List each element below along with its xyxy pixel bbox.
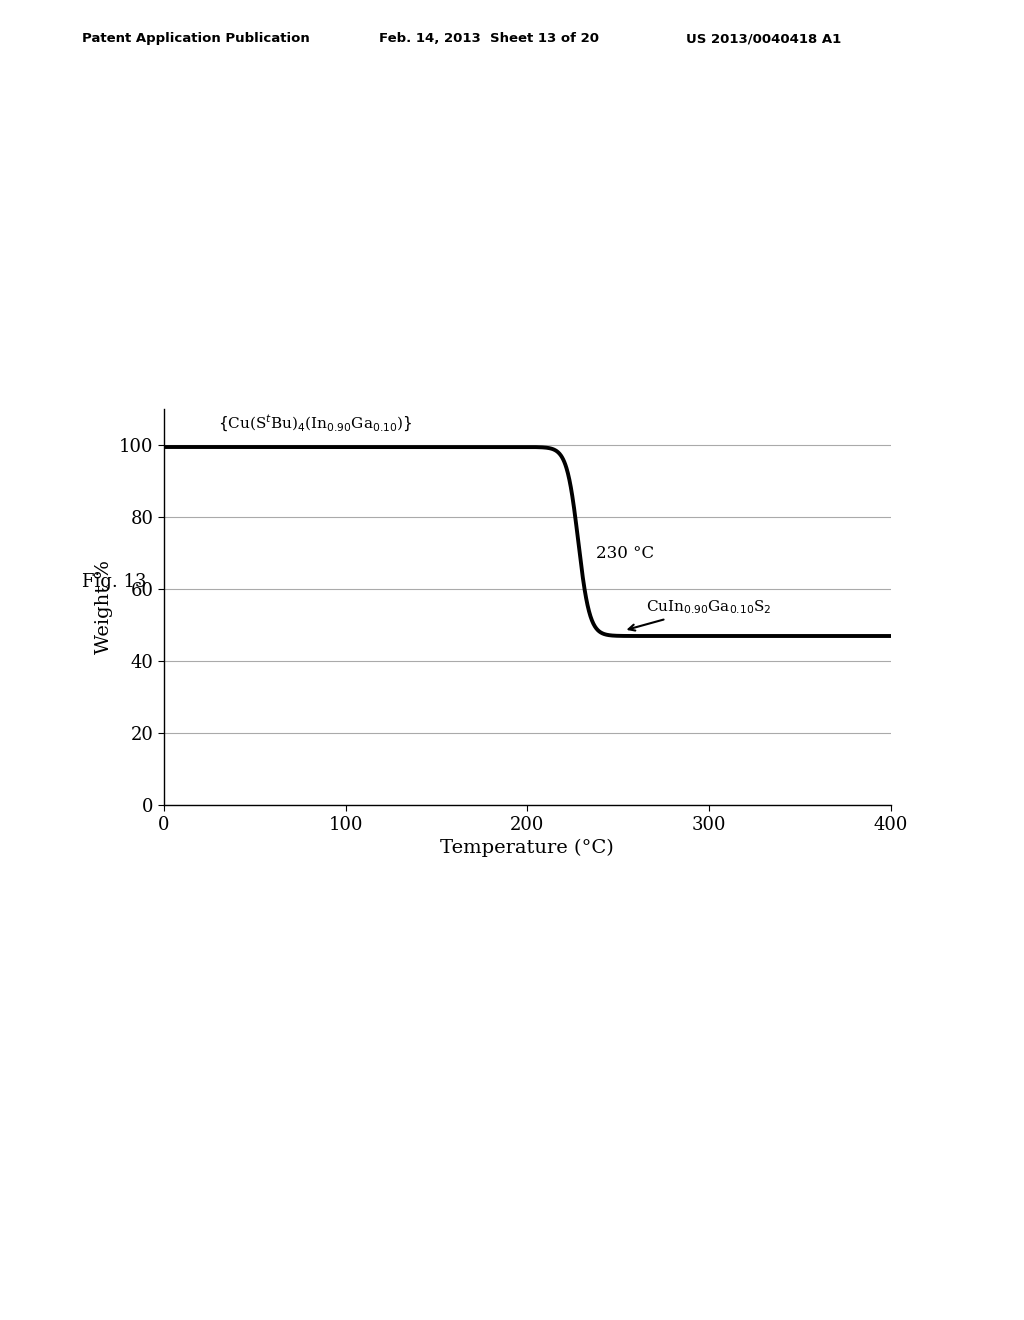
Text: US 2013/0040418 A1: US 2013/0040418 A1 [686,32,842,45]
Text: Feb. 14, 2013  Sheet 13 of 20: Feb. 14, 2013 Sheet 13 of 20 [379,32,599,45]
Text: $\{$Cu(S$^t$Bu)$_4$(In$_{0.90}$Ga$_{0.10}$)$\}$: $\{$Cu(S$^t$Bu)$_4$(In$_{0.90}$Ga$_{0.10… [218,413,413,434]
Text: Fig. 13: Fig. 13 [82,573,146,591]
X-axis label: Temperature (°C): Temperature (°C) [440,840,614,858]
Text: 230 °C: 230 °C [596,545,654,562]
Y-axis label: Weight %: Weight % [95,560,114,655]
Text: CuIn$_{0.90}$Ga$_{0.10}$S$_2$: CuIn$_{0.90}$Ga$_{0.10}$S$_2$ [629,598,771,631]
Text: Patent Application Publication: Patent Application Publication [82,32,309,45]
